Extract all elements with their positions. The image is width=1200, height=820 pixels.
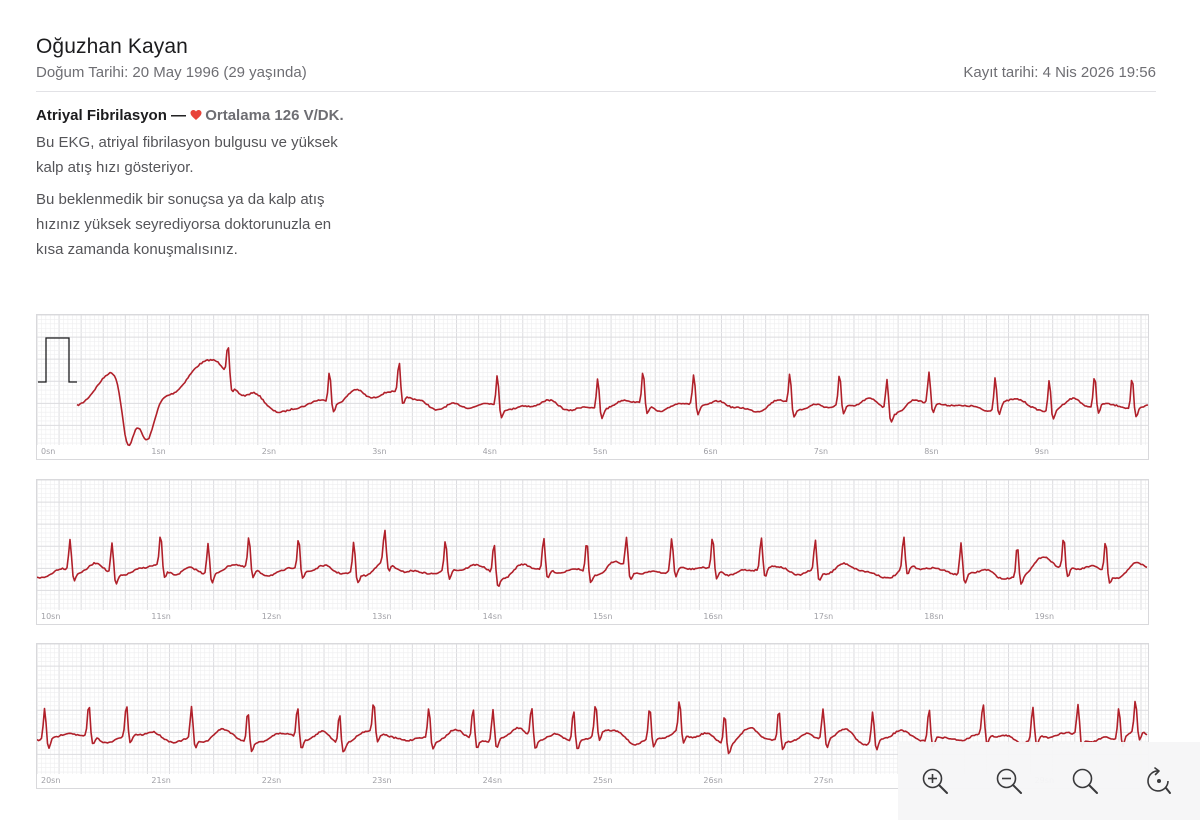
ecg-strip-1[interactable]: 0sn 1sn 2sn 3sn 4sn 5sn 6sn 7sn 8sn 9sn [36, 314, 1149, 460]
time-tick-label: 5sn [593, 447, 608, 456]
time-tick-label: 15sn [593, 612, 613, 621]
average-rate-text: Ortalama 126 V/DK. [205, 107, 344, 124]
patient-header: Oğuzhan Kayan Doğum Tarihi: 20 May 1996 … [36, 34, 1156, 81]
time-tick-label: 19sn [1034, 612, 1055, 621]
time-tick-label: 26sn [703, 776, 723, 785]
time-tick-label: 17sn [813, 612, 834, 621]
time-tick-label: 1sn [151, 447, 166, 456]
result-description: Bu EKG, atriyal fibrilasyon bulgusu ve y… [36, 134, 338, 176]
ecg-strip-2[interactable]: 10sn 11sn 12sn 13sn 14sn 15sn 16sn 17sn 18sn 19sn [36, 479, 1149, 625]
time-tick-label: 9sn [1034, 447, 1049, 456]
time-tick-label: 25sn [593, 776, 613, 785]
ecg-trace-1 [76, 347, 1148, 447]
result-summary: Atriyal Fibrilasyon — Ortalama 126 V/DK.… [36, 105, 346, 262]
time-tick-label: 14sn [482, 612, 503, 621]
time-tick-label: 0sn [41, 447, 56, 456]
calibration-pulse [38, 337, 77, 383]
ecg-strip-2-graphic [37, 480, 1148, 610]
time-tick-label: 13sn [372, 612, 392, 621]
ecg-strip-1-graphic [37, 315, 1148, 447]
time-tick-label: 10sn [41, 612, 61, 621]
patient-name: Oğuzhan Kayan [36, 35, 188, 58]
time-tick-label: 20sn [41, 776, 61, 785]
time-tick-label: 7sn [813, 447, 829, 456]
heart-icon [190, 110, 202, 120]
zoom-in-button[interactable] [920, 766, 950, 796]
time-tick-label: 24sn [482, 776, 503, 785]
ecg-strip-3-graphic [37, 644, 1148, 774]
time-tick-label: 6sn [703, 447, 718, 456]
time-tick-label: 18sn [924, 612, 944, 621]
time-tick-label: 16sn [703, 612, 723, 621]
result-advice: Bu beklenmedik bir sonuçsa ya da kalp at… [36, 191, 332, 258]
time-tick-label: 23sn [372, 776, 392, 785]
birth-date: Doğum Tarihi: 20 May 1996 (29 yaşında) [36, 64, 307, 81]
zoom-fit-button[interactable] [1070, 766, 1100, 796]
header-divider [36, 91, 1156, 92]
zoom-in-icon [922, 768, 948, 794]
time-tick-label: 21sn [151, 776, 171, 785]
ecg-trace-2 [37, 529, 1148, 587]
time-tick-label: 8sn [924, 447, 939, 456]
rotate-reset-icon [1147, 767, 1171, 794]
classification-label: Atriyal Fibrilasyon — [36, 107, 187, 124]
time-tick-label: 11sn [151, 612, 171, 621]
time-tick-label: 27sn [813, 776, 834, 785]
average-rate: Ortalama 126 V/DK. [190, 107, 344, 124]
time-tick-label: 12sn [261, 612, 282, 621]
zoom-out-button[interactable] [994, 766, 1024, 796]
time-tick-label: 4sn [482, 447, 497, 456]
ecg-trace-3 [37, 700, 1148, 755]
reset-view-button[interactable] [1144, 766, 1174, 796]
result-headline: Atriyal Fibrilasyon — Ortalama 126 V/DK. [36, 105, 346, 126]
magnifier-icon [1072, 768, 1098, 794]
recording-date: Kayıt tarihi: 4 Nis 2026 19:56 [963, 64, 1156, 81]
time-tick-label: 3sn [372, 447, 387, 456]
zoom-toolbar [898, 742, 1200, 820]
zoom-out-icon [996, 768, 1022, 794]
time-tick-label: 22sn [261, 776, 282, 785]
time-tick-label: 2sn [261, 447, 277, 456]
